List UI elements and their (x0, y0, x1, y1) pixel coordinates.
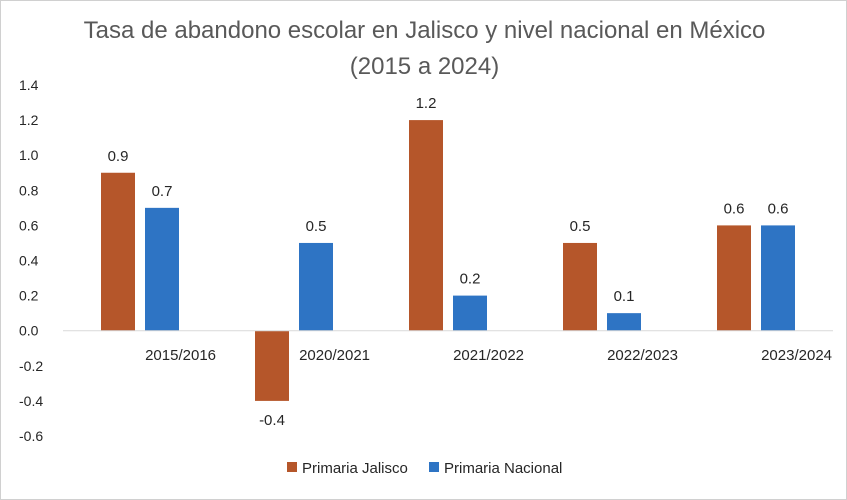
data-label: -0.4 (259, 412, 285, 429)
data-label: 0.2 (460, 271, 481, 288)
data-label: 1.2 (416, 95, 437, 112)
legend-swatch (429, 462, 439, 472)
y-tick-label: -0.6 (19, 428, 43, 444)
legend-label: Primaria Nacional (444, 460, 562, 477)
bar-jalisco (409, 120, 443, 331)
bar-nacional (299, 242, 333, 331)
y-axis-ticks: 1.4 1.2 1.0 0.8 0.6 0.4 0.2 0.0 -0.2 -0.4 -0.6 (19, 77, 43, 444)
bars (101, 120, 795, 401)
bar-jalisco (101, 172, 135, 331)
y-tick-label: -0.2 (19, 358, 43, 374)
category-labels: 2015/2016 2020/2021 2021/2022 2022/2023 2023… (145, 347, 832, 364)
bar-nacional (761, 225, 795, 331)
category-label: 2020/2021 (299, 347, 370, 364)
data-label: 0.7 (152, 183, 173, 200)
y-tick-label: 1.0 (19, 147, 39, 163)
data-label: 0.6 (768, 200, 789, 217)
y-tick-label: 1.2 (19, 112, 39, 128)
y-tick-label: 0.2 (19, 288, 39, 304)
legend-label: Primaria Jalisco (302, 460, 408, 477)
y-tick-label: 0.4 (19, 253, 39, 269)
data-label: 0.6 (724, 200, 745, 217)
legend: Primaria Jalisco Primaria Nacional (287, 460, 562, 477)
category-label: 2015/2016 (145, 347, 216, 364)
bar-jalisco (563, 242, 597, 331)
data-label: 0.1 (614, 288, 635, 305)
bar-nacional (145, 207, 179, 331)
y-tick-label: 0.0 (19, 323, 39, 339)
bar-nacional (607, 313, 641, 331)
y-tick-label: 0.8 (19, 182, 39, 198)
y-tick-label: 0.6 (19, 217, 39, 233)
category-label: 2023/2024 (761, 347, 832, 364)
data-label: 0.9 (108, 148, 129, 165)
data-label: 0.5 (570, 218, 591, 235)
y-tick-label: 1.4 (19, 77, 39, 93)
bar-jalisco (255, 330, 289, 401)
legend-swatch (287, 462, 297, 472)
data-label: 0.5 (306, 218, 327, 235)
chart-title: Tasa de abandono escolar en Jalisco y ni… (83, 17, 766, 80)
bar-nacional (453, 295, 487, 331)
category-label: 2021/2022 (453, 347, 524, 364)
data-labels: 0.9 0.7 -0.4 0.5 1.2 0.2 0.5 0.1 0.6 0.6 (108, 95, 789, 429)
y-tick-label: -0.4 (19, 393, 43, 409)
bar-jalisco (717, 225, 751, 331)
category-label: 2022/2023 (607, 347, 678, 364)
